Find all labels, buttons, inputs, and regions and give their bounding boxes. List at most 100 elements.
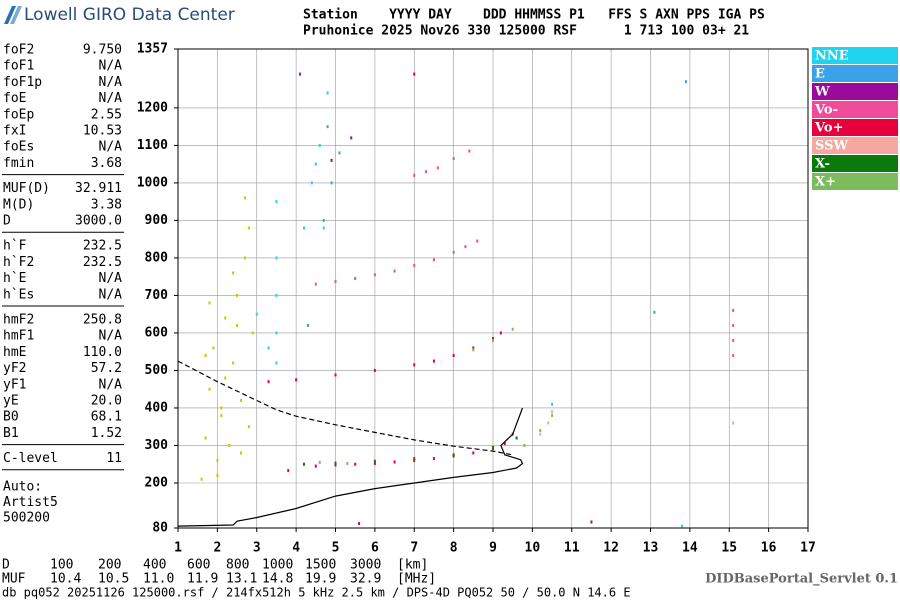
x-tick-label: 3 [253,541,261,556]
param-name: hmE [3,345,26,360]
echo-point [216,473,219,477]
x-tick-label: 1 [174,541,182,556]
footer-cell: 13.1 [226,572,257,587]
echo-point [590,520,593,524]
echo-point [232,271,235,275]
echo-point [492,445,494,449]
y-tick-label: 1200 [137,100,168,115]
param-value: 9.750 [83,43,122,58]
y-tick-label: 700 [145,288,169,303]
echo-point [346,461,349,465]
footer-cell: [MHz] [397,572,436,587]
y-tick-label: 200 [145,475,169,490]
param-name: foE [3,91,26,106]
x-tick-label: 5 [332,541,340,556]
echo-point [295,378,298,382]
x-tick-label: 13 [643,541,659,556]
echo-point [515,436,518,440]
echo-point [551,410,554,414]
echo-point [322,218,325,222]
x-tick-label: 8 [450,541,458,556]
footer-cell: D [2,558,10,573]
footer-cell: 19.9 [305,572,336,587]
echo-point [373,273,376,277]
echo-point [212,346,215,350]
echo-point [224,376,227,380]
legend-swatch [812,119,898,136]
param-value: N/A [99,271,123,286]
echo-point [684,80,687,84]
footer-cell: 1500 [305,558,336,573]
echo-point [275,256,278,260]
param-name: foEs [3,140,34,155]
param-name: hmF2 [3,313,34,328]
echo-point [208,387,211,391]
x-tick-label: 6 [371,541,379,556]
x-tick-label: 12 [603,541,619,556]
echo-point [314,464,317,468]
legend-label: X+ [815,175,836,190]
echo-point [228,443,231,447]
echo-point [243,256,246,260]
param-value: 68.1 [91,410,122,425]
echo-point [310,181,313,185]
echo-point [492,338,494,342]
legend-swatch [812,83,898,100]
echo-point [247,425,250,429]
echo-point [204,353,207,357]
echo-point [452,157,455,161]
logo-text: Lowell GIRO Data Center [24,5,235,25]
echo-point [539,432,542,436]
y-tick-label: 900 [145,213,169,228]
x-tick-label: 2 [213,541,221,556]
legend-swatch [812,173,898,190]
echo-point [322,226,325,230]
y-tick-label: 1100 [137,138,168,153]
legend-swatch [812,101,898,118]
legend-label: W [814,85,830,100]
echo-point [334,463,337,467]
echo-point [350,136,353,140]
param-value: 57.2 [91,361,122,376]
x-tick-label: 14 [682,541,698,556]
echo-point [551,413,554,417]
echo-point [306,323,309,327]
echo-point [251,331,254,335]
x-tick-label: 11 [564,541,580,556]
echo-point [267,346,270,350]
echo-point [334,280,337,284]
profile-line [177,407,524,527]
param-name: h`F2 [3,255,34,270]
echo-point [334,461,337,465]
echo-point [732,421,735,425]
param-name: foF2 [3,43,34,58]
echo-point [232,361,235,365]
param-value: 1.52 [91,426,122,441]
legend-swatch [812,65,898,82]
echo-point [216,458,219,462]
param-value: 3.38 [91,197,122,212]
param-value: 2.55 [91,107,122,122]
param-name: yE [3,394,19,409]
param-value: 10.53 [83,124,122,139]
file-info: db pq052 20251126 125000.rsf / 214fx512h… [2,586,631,600]
footer-cell: 11.0 [143,572,174,587]
param-name: D [3,214,11,229]
echo-point [413,458,416,462]
auto-text: Auto: [3,479,42,494]
footer-cell: 100 [50,558,73,573]
echo-point [732,353,735,357]
auto-text: Artist5 [3,495,58,510]
footer-cell: 11.9 [187,572,218,587]
echo-point [275,331,278,335]
echo-point [220,413,223,417]
x-tick-label: 10 [525,541,541,556]
footer-cell: 600 [187,558,210,573]
param-value: 110.0 [83,345,122,360]
echo-point [681,524,683,528]
y-tick-label: 1000 [137,175,168,190]
param-name: yF2 [3,361,26,376]
echo-point [413,363,416,367]
echo-point [240,398,242,402]
y-tick-label: 1357 [137,42,168,57]
